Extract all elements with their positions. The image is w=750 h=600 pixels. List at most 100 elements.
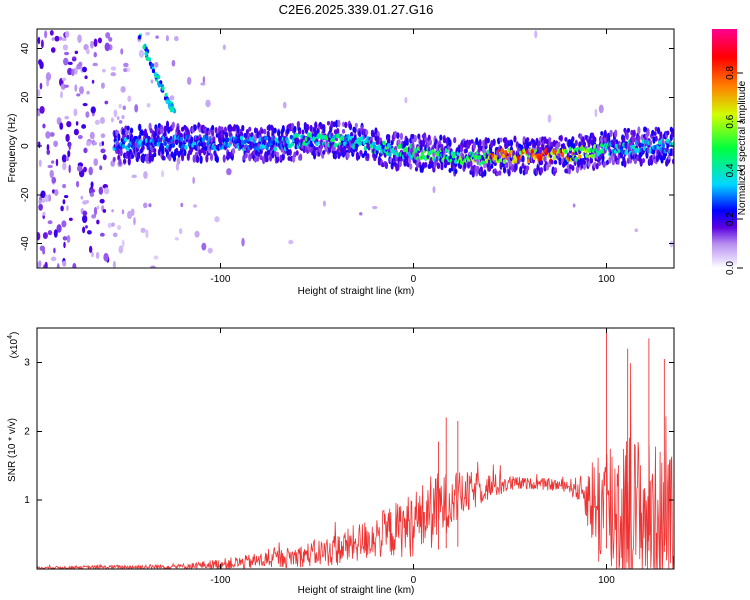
- spectrogram-halo-cell: [126, 125, 130, 131]
- spectrogram-noise-cell: [39, 106, 45, 114]
- spectrogram-halo-cell: [319, 143, 324, 150]
- spectrogram-halo-cell: [472, 141, 477, 150]
- spectrogram-xtick-label: 0: [411, 274, 417, 285]
- spectrogram-halo-cell: [121, 128, 126, 136]
- spectrogram-ridge-cell: [179, 137, 184, 142]
- spectrogram-halo-cell: [572, 143, 576, 150]
- spectrogram-halo-cell: [245, 129, 250, 135]
- spectrogram-noise-cell: [47, 220, 53, 225]
- spectrogram-halo-cell: [396, 163, 400, 171]
- spectrogram-streak-cell: [167, 102, 172, 108]
- spectrogram-noise-cell: [89, 131, 95, 140]
- spectrogram-halo-cell: [277, 129, 281, 137]
- spectrogram-halo-cell: [419, 140, 423, 146]
- spectrogram-halo-cell: [644, 127, 648, 133]
- spectrogram-noise-cell: [65, 30, 70, 38]
- spectrogram-halo-cell: [134, 150, 138, 158]
- spectrogram-halo-cell: [550, 159, 554, 165]
- spectrogram-halo-cell: [625, 132, 629, 141]
- spectrogram-noise-cell: [47, 164, 53, 169]
- spectrogram-halo-cell: [571, 165, 575, 171]
- spectrogram-halo-cell: [497, 137, 501, 145]
- spectrogram-noise-cell: [118, 245, 124, 254]
- spectrogram-halo-cell: [218, 125, 222, 132]
- spectrogram-noise-cell: [38, 199, 42, 205]
- snr-xtick-label: -100: [210, 575, 230, 586]
- spectrogram-noise-cell: [80, 195, 84, 200]
- spectrogram-halo-cell: [199, 155, 203, 164]
- spectrogram-noise-cell: [150, 265, 156, 268]
- spectrogram-noise-cell: [78, 61, 83, 67]
- spectrogram-halo-cell: [409, 163, 413, 170]
- spectrogram-noise-cell: [44, 261, 48, 268]
- spectrogram-ylabel: Frequency (Hz): [7, 114, 18, 183]
- spectrogram-halo-cell: [136, 154, 141, 160]
- spectrogram-halo-cell: [633, 158, 637, 165]
- spectrogram-halo-cell: [147, 137, 151, 146]
- spectrogram-halo-cell: [413, 134, 417, 143]
- spectrogram-noise-cell: [74, 84, 78, 92]
- spectrogram-noise-cell: [71, 68, 75, 77]
- spectrogram-halo-cell: [297, 129, 302, 135]
- spectrogram-halo-cell: [469, 160, 473, 167]
- spectrogram-halo-cell: [369, 136, 373, 142]
- spectrogram-halo-cell: [267, 124, 272, 132]
- spectrogram-noise-cell: [38, 260, 42, 268]
- spectrogram-halo-cell: [552, 139, 556, 148]
- spectrogram-halo-cell: [275, 151, 280, 158]
- spectrogram-halo-cell: [259, 155, 263, 161]
- spectrogram-ridge-cell: [239, 135, 244, 141]
- spectrogram-halo-cell: [411, 142, 415, 150]
- spectrogram-halo-cell: [273, 127, 277, 134]
- spectrogram-noise-cell: [123, 62, 129, 68]
- spectrogram-halo-cell: [619, 152, 624, 159]
- spectrogram-halo-cell: [659, 131, 663, 139]
- spectrogram-halo-cell: [183, 149, 187, 157]
- spectrogram-halo-cell: [601, 154, 605, 162]
- spectrogram-halo-cell: [162, 156, 166, 161]
- spectrogram-noise-cell: [59, 122, 64, 130]
- spectrogram-noise-cell: [155, 35, 159, 39]
- spectrogram-halo-cell: [248, 126, 252, 132]
- spectrogram-halo-cell: [505, 162, 509, 169]
- spectrogram-halo-cell: [359, 150, 363, 155]
- spectrogram-halo-cell: [354, 122, 358, 128]
- spectrogram-noise-cell: [45, 131, 51, 139]
- spectrogram-halo-cell: [504, 137, 508, 143]
- spectrogram-halo-cell: [582, 159, 587, 165]
- spectrogram-noise-cell: [42, 232, 48, 239]
- spectrogram-halo-cell: [436, 163, 441, 169]
- spectrogram-halo-cell: [365, 129, 369, 136]
- spectrogram-noise-cell: [50, 256, 57, 262]
- snr-ytick-label: 1: [24, 495, 30, 506]
- spectrogram-halo-cell: [153, 151, 157, 158]
- spectrogram-halo-cell: [571, 136, 575, 142]
- spectrogram-halo-cell: [513, 135, 517, 143]
- spectrogram-noise-cell: [100, 148, 106, 154]
- spectrogram-ridge-cell: [121, 144, 126, 149]
- snr-panel: -100 0 100 1 2 3 Height of straight line (km)…: [7, 327, 675, 596]
- spectrogram-noise-cell: [102, 209, 107, 213]
- spectrogram-halo-cell: [553, 167, 558, 173]
- spectrogram-halo-cell: [654, 135, 658, 142]
- spectrogram-noise-cell: [102, 68, 106, 73]
- snr-peaks: [438, 331, 665, 552]
- spectrogram-streak-cell: [157, 74, 161, 80]
- spectrogram-noise-cell: [107, 222, 112, 229]
- spectrogram-noise-cell: [202, 76, 206, 84]
- spectrogram-noise-cell: [82, 210, 88, 217]
- spectrogram-noise-cell: [175, 162, 180, 171]
- spectrogram-noise-cell: [68, 217, 73, 221]
- spectrogram-halo-cell: [448, 168, 452, 173]
- spectrogram-halo-cell: [548, 137, 552, 142]
- spectrogram-noise-cell: [121, 115, 125, 120]
- spectrogram-noise-cell: [40, 39, 44, 49]
- spectrogram-noise-cell: [102, 154, 107, 161]
- spectrogram-ridge-cell: [225, 137, 230, 143]
- spectrogram-noise-cell: [37, 89, 41, 97]
- spectrogram-noise-cell: [165, 35, 169, 42]
- colorbar-gradient: [712, 29, 737, 268]
- spectrogram-halo-cell: [559, 135, 563, 141]
- spectrogram-halo-cell: [623, 160, 627, 168]
- spectrogram-noise-cell: [241, 237, 245, 247]
